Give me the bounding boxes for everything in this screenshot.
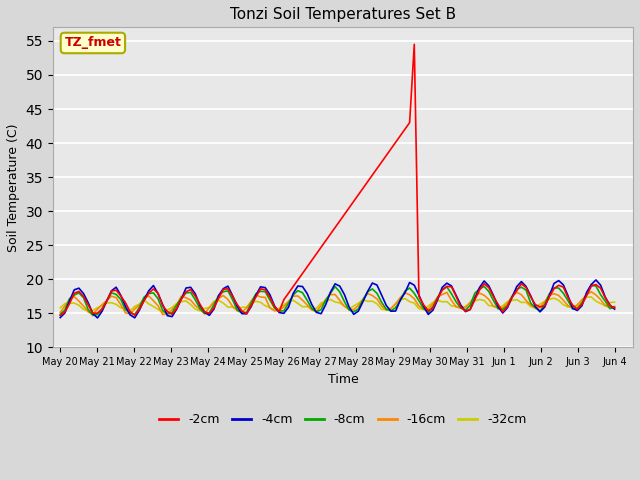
Legend: -2cm, -4cm, -8cm, -16cm, -32cm: -2cm, -4cm, -8cm, -16cm, -32cm [154, 408, 531, 431]
Title: Tonzi Soil Temperatures Set B: Tonzi Soil Temperatures Set B [230, 7, 456, 22]
Y-axis label: Soil Temperature (C): Soil Temperature (C) [7, 123, 20, 252]
Text: TZ_fmet: TZ_fmet [65, 36, 122, 49]
X-axis label: Time: Time [328, 372, 358, 385]
